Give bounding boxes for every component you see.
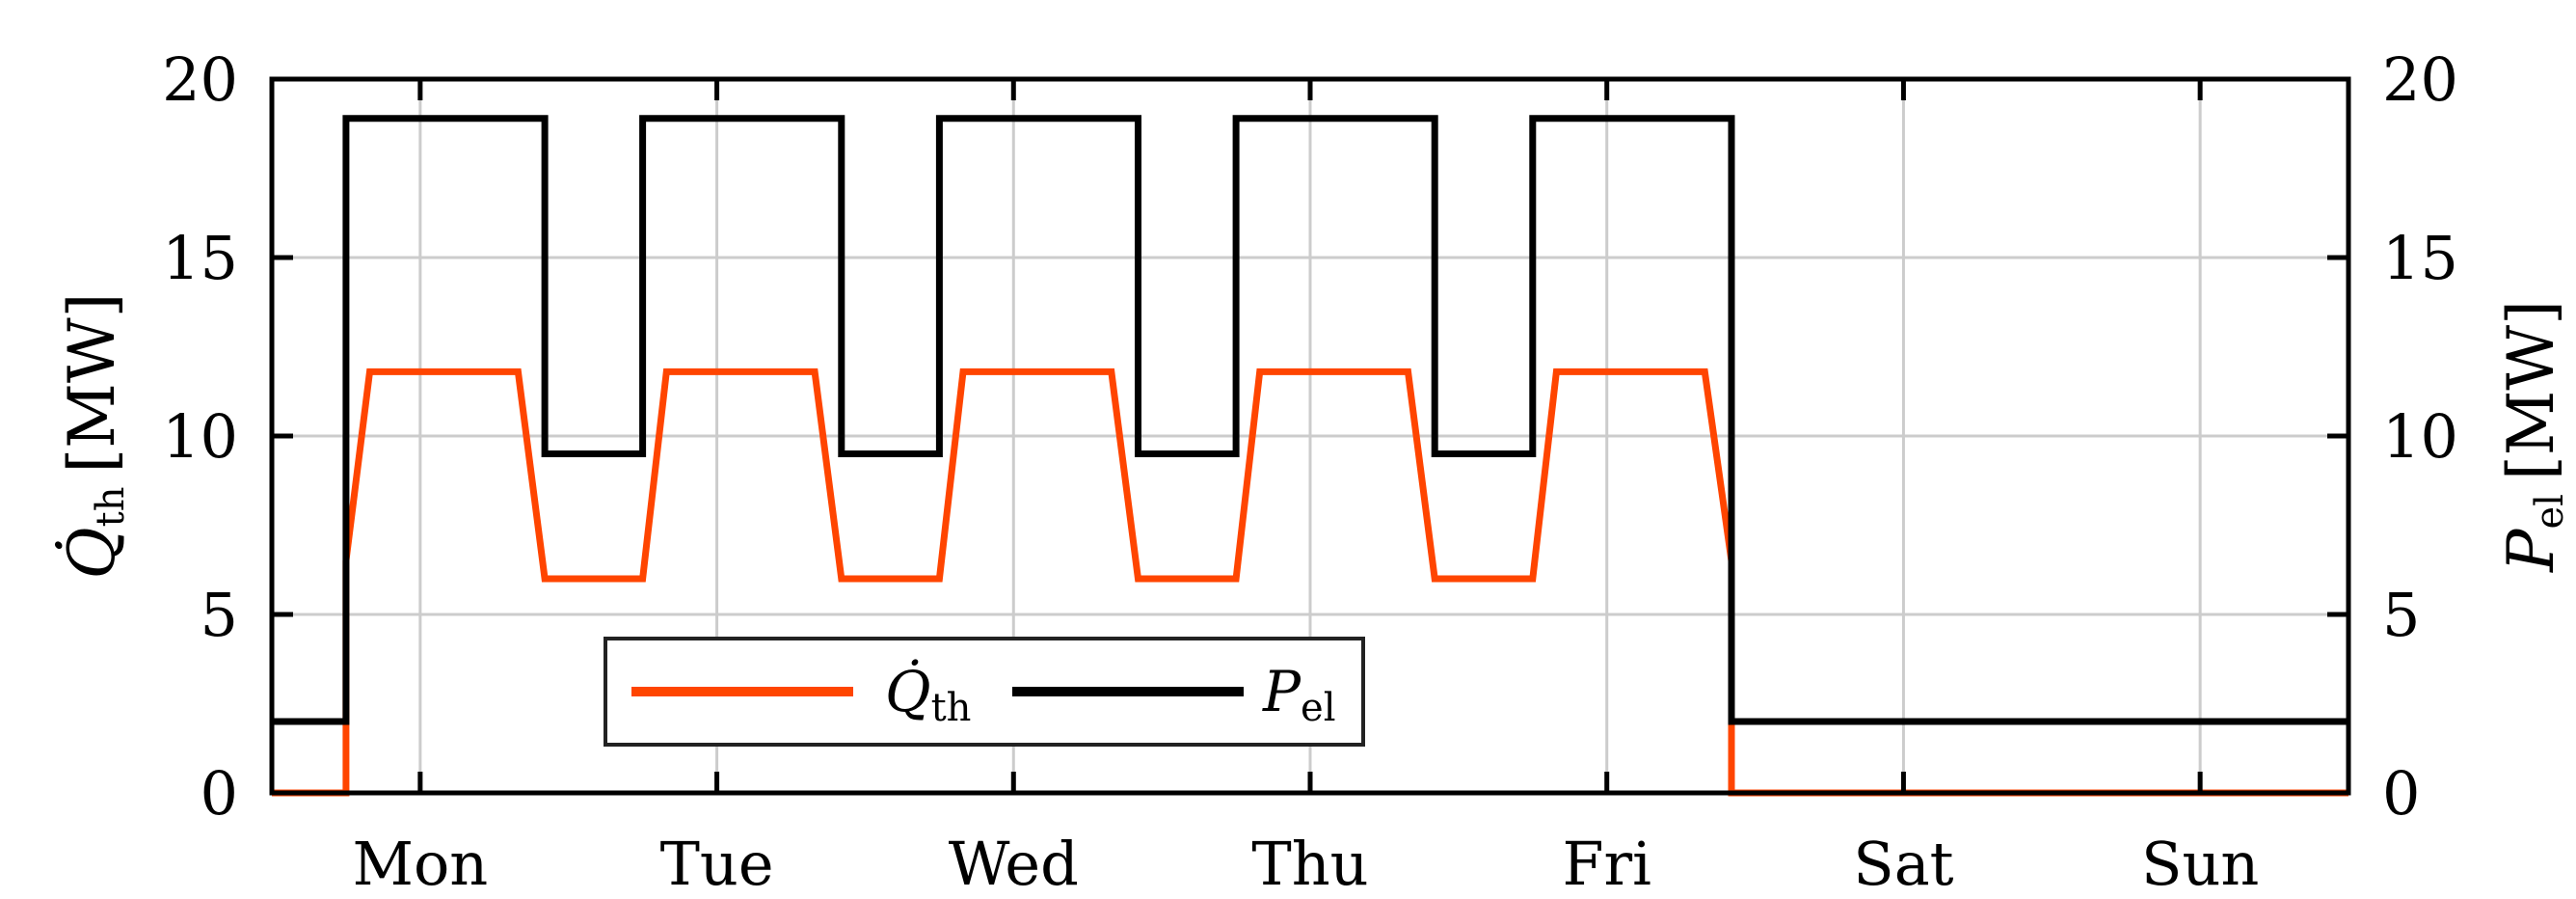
legend-label-q-th: Q̇th — [885, 659, 971, 730]
y-right-label-main: P — [2494, 528, 2568, 573]
y-right-tick-label: 20 — [2382, 44, 2458, 115]
y-right-tick-label: 5 — [2382, 580, 2420, 650]
y-left-tick-label: 0 — [201, 758, 238, 829]
y-axis-label-left: Q̇th [MW] — [55, 293, 133, 580]
series-q-th-line — [272, 368, 2348, 797]
y-left-label-main: Q̇ — [55, 527, 129, 579]
y-right-tick-label: 0 — [2382, 758, 2420, 829]
legend-q-th-sub: th — [931, 686, 972, 730]
x-tick-label: Wed — [949, 829, 1079, 899]
legend-q-th-main: Q̇ — [885, 659, 931, 724]
y-left-label-unit: [MW] — [55, 293, 129, 474]
y-left-tick-label: 15 — [162, 223, 238, 293]
x-tick-label: Sun — [2141, 829, 2259, 899]
tick-labels: 0 5 10 15 20 0 5 10 15 20 Mon Tue Wed Thu Fri Sat Sun — [162, 44, 2458, 899]
y-right-tick-label: 10 — [2382, 401, 2458, 472]
x-tick-label: Mon — [352, 829, 488, 899]
y-right-tick-label: 15 — [2382, 223, 2458, 293]
y-left-label-sub: th — [89, 486, 133, 527]
legend-p-el-main: P — [1262, 659, 1301, 724]
plot-lines — [272, 115, 2348, 797]
x-tick-label: Sat — [1853, 829, 1953, 899]
legend-p-el-sub: el — [1301, 686, 1335, 730]
y-left-tick-label: 10 — [162, 401, 238, 472]
y-right-label-unit: [MW] — [2494, 300, 2568, 480]
y-axis-label-right: Pel [MW] — [2494, 300, 2572, 573]
y-left-tick-label: 5 — [201, 580, 238, 650]
legend-label-p-el: Pel — [1262, 659, 1336, 730]
x-tick-label: Fri — [1562, 829, 1651, 899]
y-right-label-sub: el — [2528, 494, 2572, 529]
x-tick-label: Tue — [660, 829, 774, 899]
legend: Q̇th Pel — [604, 637, 1365, 747]
y-left-tick-label: 20 — [162, 44, 238, 115]
series-p-el-line — [272, 115, 2348, 725]
ticks — [272, 76, 2348, 796]
x-tick-label: Thu — [1251, 829, 1368, 899]
